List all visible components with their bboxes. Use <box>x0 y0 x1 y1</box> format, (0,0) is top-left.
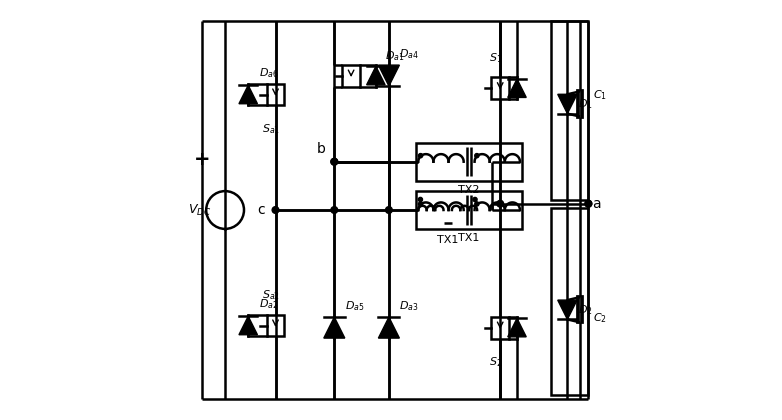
Polygon shape <box>508 318 526 337</box>
Bar <box>343 65 360 87</box>
Text: TX1: TX1 <box>437 235 458 245</box>
Circle shape <box>475 154 479 158</box>
Polygon shape <box>367 66 385 85</box>
Circle shape <box>331 207 338 213</box>
Text: $C_1$: $C_1$ <box>593 89 607 102</box>
Bar <box>267 315 285 336</box>
Circle shape <box>418 154 422 158</box>
Text: $C_2$: $C_2$ <box>593 311 607 325</box>
Text: TX2: TX2 <box>458 185 480 195</box>
Text: $D_2$: $D_2$ <box>578 303 593 317</box>
Text: b: b <box>317 142 326 156</box>
Text: $S_{a1}$: $S_{a1}$ <box>262 122 280 136</box>
Polygon shape <box>558 94 577 114</box>
Polygon shape <box>378 65 400 86</box>
Circle shape <box>331 158 338 165</box>
Circle shape <box>272 207 279 213</box>
Text: $V_{DC}$: $V_{DC}$ <box>188 202 212 218</box>
Text: $S_{a2}$: $S_{a2}$ <box>262 288 280 302</box>
Text: +: + <box>194 150 210 169</box>
Circle shape <box>418 202 422 206</box>
Bar <box>491 77 509 99</box>
Text: $D_{a1}$: $D_{a1}$ <box>385 49 405 63</box>
Bar <box>416 143 522 181</box>
Circle shape <box>331 158 338 165</box>
Polygon shape <box>508 79 526 97</box>
Text: a: a <box>593 197 601 211</box>
Circle shape <box>473 197 477 202</box>
Polygon shape <box>558 300 577 319</box>
Circle shape <box>497 200 504 207</box>
Polygon shape <box>239 316 257 335</box>
Text: $S_2$: $S_2$ <box>490 355 503 369</box>
Text: $D_{a5}$: $D_{a5}$ <box>345 299 364 313</box>
Bar <box>551 208 588 395</box>
Text: $D_{a4}$: $D_{a4}$ <box>400 47 419 61</box>
Bar <box>551 21 588 200</box>
Polygon shape <box>324 317 345 338</box>
Polygon shape <box>239 85 257 104</box>
Bar <box>416 191 522 229</box>
Circle shape <box>585 200 592 207</box>
Bar <box>267 84 285 105</box>
Text: $D_{a3}$: $D_{a3}$ <box>400 299 419 313</box>
Circle shape <box>585 200 592 207</box>
Bar <box>491 317 509 339</box>
Text: $D_1$: $D_1$ <box>578 97 593 111</box>
Circle shape <box>418 197 422 202</box>
Text: $D_{a6}$: $D_{a6}$ <box>259 66 278 80</box>
Text: TX1: TX1 <box>458 233 480 243</box>
Text: c: c <box>257 203 265 217</box>
Text: $D_{a2}$: $D_{a2}$ <box>259 297 278 311</box>
Circle shape <box>386 207 393 213</box>
Circle shape <box>475 202 479 206</box>
Polygon shape <box>378 317 400 338</box>
Text: $S_1$: $S_1$ <box>490 51 503 65</box>
